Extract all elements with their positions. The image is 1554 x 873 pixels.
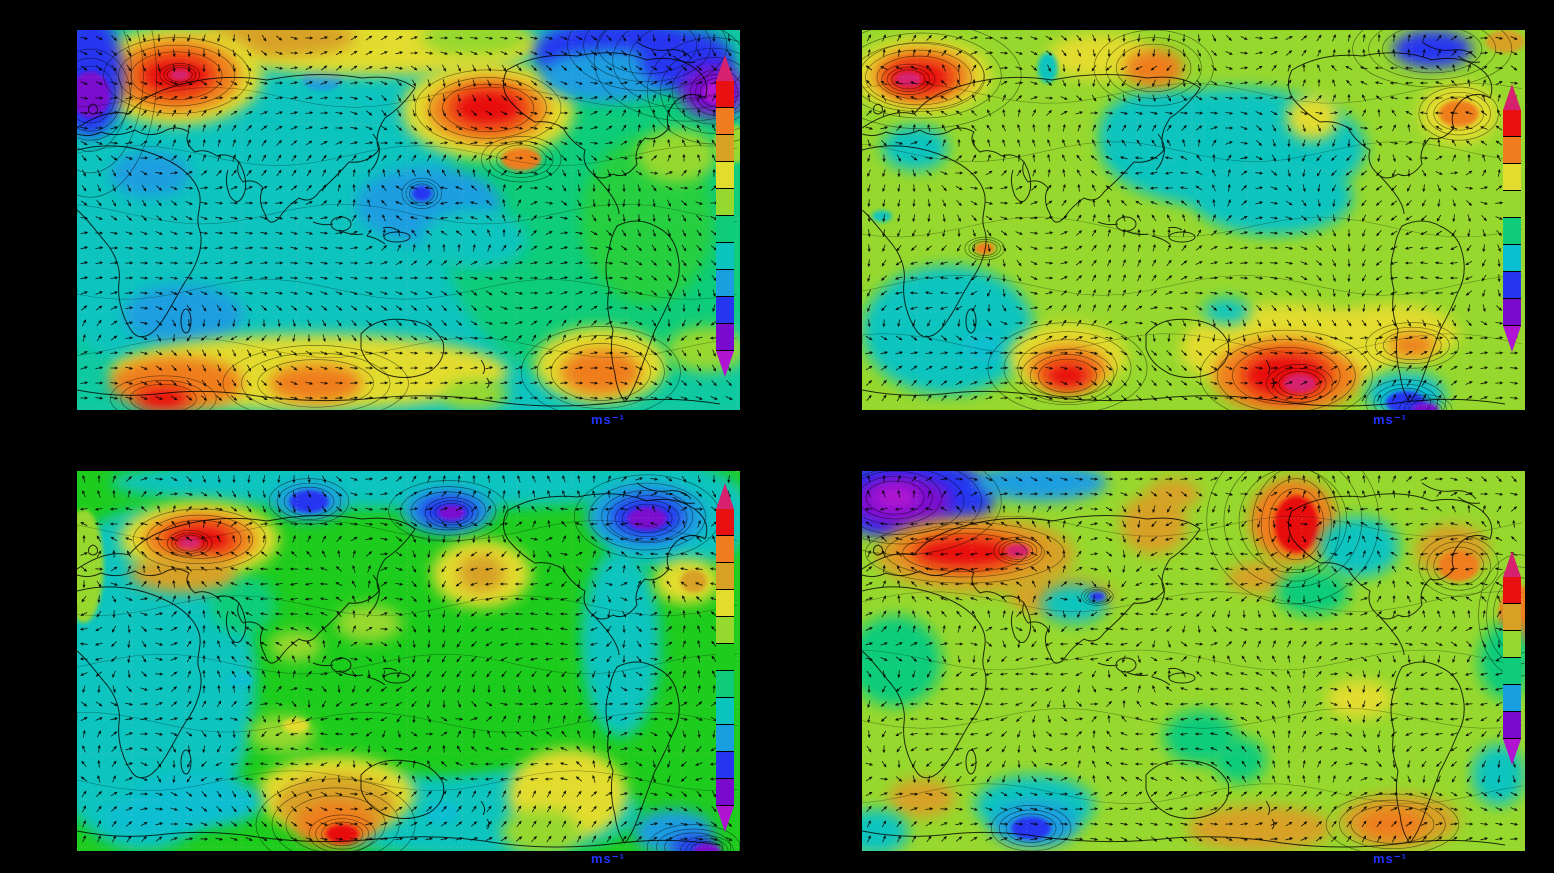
colorbar-segment	[1503, 604, 1521, 631]
panel-top-right	[862, 30, 1525, 410]
colorbar-over-arrow	[716, 55, 734, 81]
colorbar-segment	[1503, 712, 1521, 739]
colorbar-segment	[716, 81, 734, 108]
wind-vector-map-bottom-right	[862, 471, 1525, 851]
colorbar-bottom-right	[1503, 551, 1521, 765]
colorbar-segment	[716, 671, 734, 698]
colorbar-segment	[1503, 110, 1521, 137]
colorbar-segment	[716, 617, 734, 644]
unit-label-top-right: ms⁻¹	[1373, 412, 1407, 427]
colorbar-segment	[1503, 191, 1521, 218]
colorbar-under-arrow	[716, 351, 734, 377]
colorbar-segment	[716, 108, 734, 135]
colorbar-segment	[716, 509, 734, 536]
colorbar-top-right	[1503, 84, 1521, 352]
colorbar-under-arrow	[1503, 739, 1521, 765]
colorbar-segment	[1503, 577, 1521, 604]
colorbar-segment	[716, 752, 734, 779]
colorbar-under-arrow	[716, 806, 734, 832]
panel-top-left	[77, 30, 740, 410]
colorbar-over-arrow	[1503, 84, 1521, 110]
colorbar-under-arrow	[1503, 326, 1521, 352]
colorbar-bottom-left	[716, 483, 734, 832]
colorbar-segment	[716, 243, 734, 270]
colorbar-segment	[716, 297, 734, 324]
colorbar-segment	[716, 189, 734, 216]
colorbar-segment	[716, 644, 734, 671]
colorbar-over-arrow	[1503, 551, 1521, 577]
unit-label-top-left: ms⁻¹	[591, 412, 625, 427]
colorbar-segment	[716, 135, 734, 162]
wind-vector-map-top-right	[862, 30, 1525, 410]
colorbar-segment	[716, 590, 734, 617]
colorbar-segment	[1503, 685, 1521, 712]
colorbar-top-left	[716, 55, 734, 377]
colorbar-segment	[716, 779, 734, 806]
wind-vector-map-bottom-left	[77, 471, 740, 851]
colorbar-segment	[1503, 299, 1521, 326]
colorbar-segment	[716, 162, 734, 189]
colorbar-segment	[1503, 218, 1521, 245]
colorbar-over-arrow	[716, 483, 734, 509]
colorbar-segment	[716, 725, 734, 752]
panel-bottom-left	[77, 471, 740, 851]
colorbar-segment	[1503, 245, 1521, 272]
colorbar-segment	[1503, 164, 1521, 191]
unit-label-bottom-left: ms⁻¹	[591, 851, 625, 866]
colorbar-segment	[1503, 137, 1521, 164]
colorbar-segment	[716, 536, 734, 563]
colorbar-segment	[1503, 658, 1521, 685]
colorbar-segment	[1503, 631, 1521, 658]
panel-bottom-right	[862, 471, 1525, 851]
unit-label-bottom-right: ms⁻¹	[1373, 851, 1407, 866]
colorbar-segment	[716, 216, 734, 243]
colorbar-segment	[716, 698, 734, 725]
colorbar-segment	[716, 563, 734, 590]
colorbar-segment	[1503, 272, 1521, 299]
wind-vector-map-top-left	[77, 30, 740, 410]
colorbar-segment	[716, 324, 734, 351]
colorbar-segment	[716, 270, 734, 297]
